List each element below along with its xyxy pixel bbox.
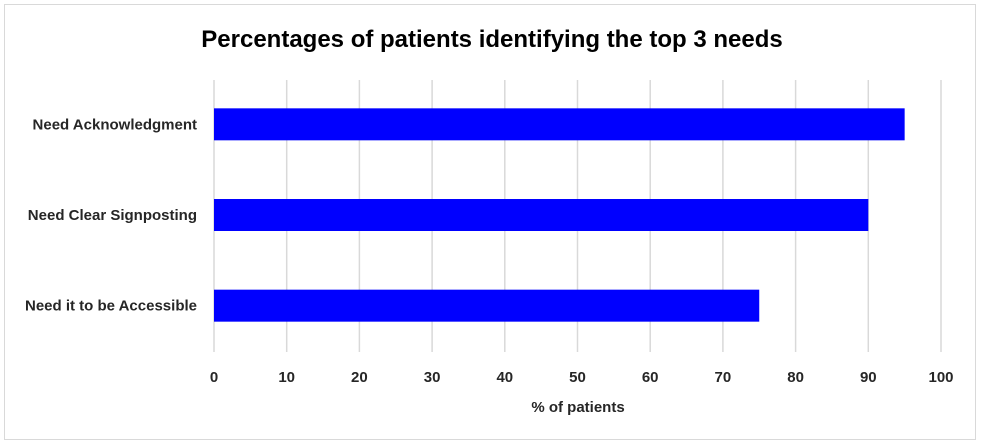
category-label: Need Clear Signposting <box>28 207 197 224</box>
x-tick-label: 30 <box>424 369 441 386</box>
chart-title: Percentages of patients identifying the … <box>201 26 782 53</box>
x-axis-title: % of patients <box>531 399 624 416</box>
bars <box>214 108 905 322</box>
x-tick-labels: 0 10 20 30 40 50 60 70 80 90 100 <box>210 369 954 386</box>
x-tick-label: 100 <box>928 369 953 386</box>
x-tick-label: 90 <box>860 369 877 386</box>
x-tick-label: 80 <box>787 369 804 386</box>
category-label: Need Acknowledgment <box>33 116 197 133</box>
category-labels: Need Acknowledgment Need Clear Signpostin… <box>25 116 197 314</box>
x-tick-label: 50 <box>569 369 586 386</box>
x-tick-label: 10 <box>278 369 295 386</box>
bar <box>214 199 869 231</box>
category-label: Need it to be Accessible <box>25 298 197 315</box>
x-tick-label: 70 <box>715 369 732 386</box>
x-tick-label: 20 <box>351 369 368 386</box>
bar <box>214 289 760 322</box>
x-tick-label: 60 <box>642 369 659 386</box>
x-tick-label: 40 <box>496 369 513 386</box>
x-tick-label: 0 <box>210 369 218 386</box>
bar <box>214 108 905 141</box>
